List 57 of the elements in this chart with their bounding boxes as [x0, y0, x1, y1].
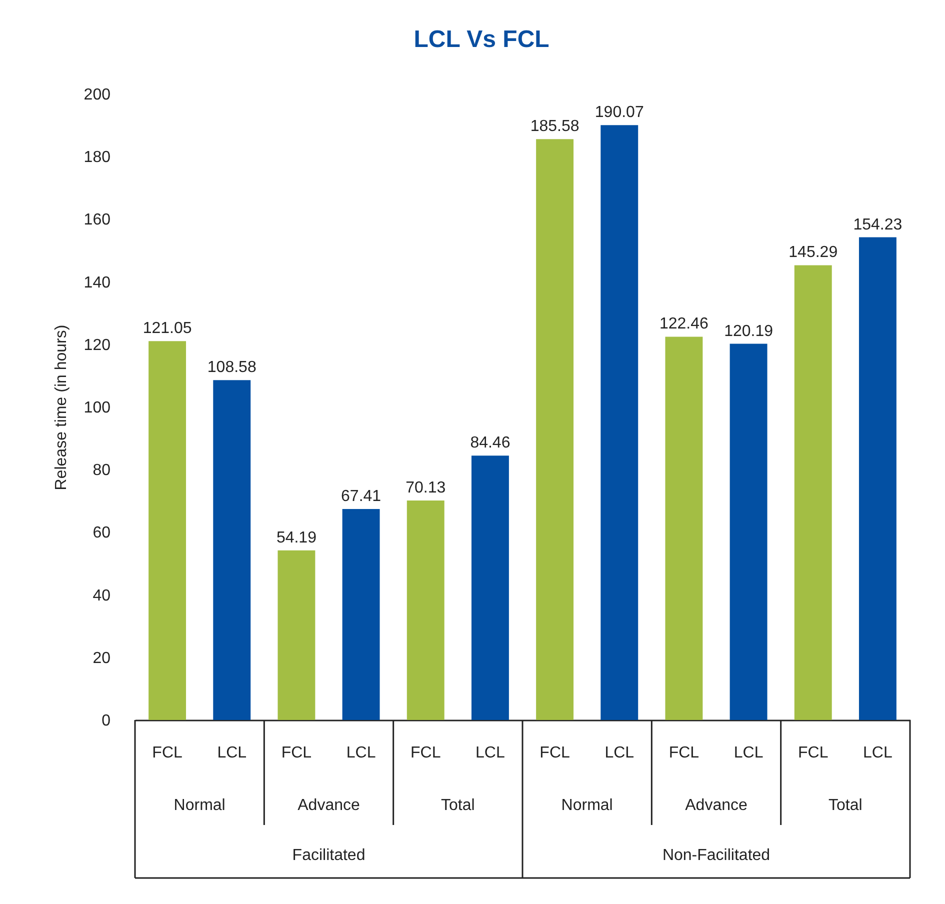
data-label: 190.07 [594, 104, 644, 122]
data-label: 121.05 [142, 320, 192, 338]
text: Facilitated [292, 847, 366, 864]
y-tick-label: 180 [84, 149, 111, 166]
y-tick-label: 100 [84, 400, 111, 416]
data-label: 108.58 [207, 359, 256, 376]
bar [342, 509, 380, 720]
chart-title: LCL Vs FCL [414, 26, 550, 53]
bar [730, 344, 768, 720]
bar [536, 139, 574, 720]
text: Normal [174, 797, 226, 814]
data-label: 145.29 [788, 244, 838, 262]
text: Total [441, 797, 475, 814]
y-tick-label: 40 [92, 587, 111, 604]
bar [278, 550, 316, 720]
y-tick-label: 60 [92, 524, 111, 542]
text: Advance [298, 797, 360, 814]
data-label: 122.46 [659, 316, 709, 333]
x-tick-label: LCL [734, 744, 764, 762]
bar [148, 341, 186, 720]
x-tick-label: LCL [346, 744, 376, 762]
y-tick-label: 20 [92, 650, 111, 667]
text: Advance [685, 797, 748, 814]
bar [471, 456, 509, 720]
x-tick-label: LCL [476, 744, 505, 762]
bar [858, 237, 896, 720]
y-tick-label: 160 [84, 212, 111, 229]
x-tick-label: FCL [798, 744, 828, 762]
data-label: 84.46 [470, 434, 510, 452]
data-label: 54.19 [276, 529, 317, 546]
y-tick-label: 140 [84, 274, 111, 292]
bar [794, 265, 832, 720]
bar [406, 500, 444, 720]
bar [213, 380, 251, 720]
x-tick-label: FCL [152, 744, 183, 762]
bar [600, 125, 638, 720]
data-label: 120.19 [724, 322, 774, 340]
x-tick-label: LCL [604, 744, 634, 762]
x-tick-label: FCL [540, 744, 570, 762]
text: Normal [561, 797, 613, 814]
bar [665, 336, 703, 720]
y-tick-label: 120 [84, 336, 111, 354]
x-tick-label: FCL [410, 744, 441, 762]
data-label: 67.41 [341, 488, 382, 506]
x-tick-label: FCL [668, 744, 700, 762]
x-tick-label: LCL [863, 744, 892, 762]
y-tick-label: 80 [92, 462, 111, 480]
text: Total [828, 797, 862, 814]
data-label: 70.13 [406, 479, 446, 496]
x-tick-label: LCL [217, 744, 247, 762]
y-tick-label: 200 [84, 86, 111, 104]
y-tick-label: 0 [102, 712, 111, 730]
y-axis-title: Release time (in hours) [52, 324, 70, 490]
text: Non-Facilitated [662, 847, 770, 864]
x-tick-label: FCL [281, 744, 312, 762]
data-label: 185.58 [530, 118, 580, 136]
data-label: 154.23 [853, 216, 902, 234]
